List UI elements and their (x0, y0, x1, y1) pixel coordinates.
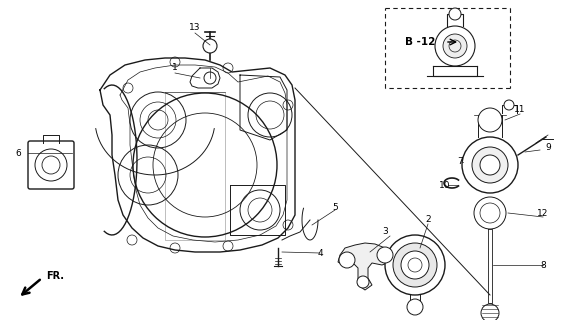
Polygon shape (338, 243, 392, 290)
Text: 5: 5 (332, 203, 338, 212)
Circle shape (474, 197, 506, 229)
Text: 8: 8 (540, 260, 546, 269)
Text: 9: 9 (545, 143, 551, 153)
Circle shape (478, 108, 502, 132)
Text: 10: 10 (439, 180, 450, 189)
Text: 6: 6 (15, 148, 21, 157)
Circle shape (377, 247, 393, 263)
Text: 13: 13 (189, 23, 201, 33)
Circle shape (443, 34, 467, 58)
Text: 11: 11 (514, 106, 526, 115)
Circle shape (472, 147, 508, 183)
Text: 1: 1 (172, 63, 178, 73)
Circle shape (435, 26, 475, 66)
Text: 12: 12 (537, 209, 549, 218)
Text: B -12: B -12 (405, 37, 435, 47)
Circle shape (203, 39, 217, 53)
FancyBboxPatch shape (28, 141, 74, 189)
Text: 4: 4 (317, 249, 323, 258)
Circle shape (462, 137, 518, 193)
Circle shape (35, 149, 67, 181)
Circle shape (357, 276, 369, 288)
Circle shape (339, 252, 355, 268)
Circle shape (385, 235, 445, 295)
Text: 2: 2 (425, 215, 431, 225)
Circle shape (504, 100, 514, 110)
Text: FR.: FR. (46, 271, 64, 281)
Circle shape (481, 304, 499, 320)
Text: 3: 3 (382, 228, 388, 236)
Circle shape (407, 299, 423, 315)
Circle shape (449, 8, 461, 20)
Circle shape (480, 155, 500, 175)
Text: 7: 7 (457, 157, 463, 166)
Circle shape (401, 251, 429, 279)
Circle shape (393, 243, 437, 287)
